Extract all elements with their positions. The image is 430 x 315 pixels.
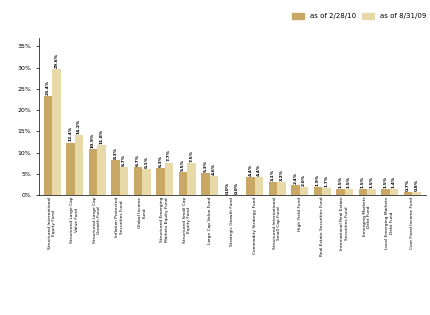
Bar	[277, 182, 286, 195]
Text: 0.0%: 0.0%	[234, 182, 239, 194]
Bar	[412, 192, 421, 195]
Bar	[210, 176, 218, 195]
Bar	[345, 189, 353, 195]
Bar	[322, 188, 331, 195]
Bar	[178, 172, 187, 195]
Text: 1.5%: 1.5%	[369, 176, 374, 188]
Text: 23.4%: 23.4%	[46, 79, 50, 94]
Text: 5.5%: 5.5%	[181, 159, 185, 171]
Bar	[89, 149, 97, 195]
Bar	[246, 177, 255, 195]
Bar	[367, 189, 376, 195]
Text: 6.3%: 6.3%	[158, 155, 163, 167]
Bar	[201, 173, 210, 195]
Bar	[300, 187, 308, 195]
Bar	[390, 189, 398, 195]
Bar	[313, 187, 322, 195]
Text: 14.2%: 14.2%	[77, 118, 81, 134]
Text: 6.7%: 6.7%	[122, 154, 126, 166]
Text: 6.1%: 6.1%	[144, 156, 148, 168]
Text: 4.4%: 4.4%	[257, 163, 261, 175]
Text: 1.7%: 1.7%	[325, 175, 329, 187]
Text: 3.2%: 3.2%	[280, 169, 283, 180]
Legend: as of 2/28/10, as of 8/31/09: as of 2/28/10, as of 8/31/09	[292, 13, 426, 19]
Text: 12.4%: 12.4%	[68, 126, 72, 141]
Bar	[165, 163, 173, 195]
Text: 2.0%: 2.0%	[302, 174, 306, 186]
Text: 7.7%: 7.7%	[167, 149, 171, 162]
Text: 5.3%: 5.3%	[203, 160, 207, 172]
Text: 4.6%: 4.6%	[212, 163, 216, 175]
Text: 8.3%: 8.3%	[114, 147, 117, 159]
Bar	[255, 177, 263, 195]
Bar	[111, 160, 120, 195]
Bar	[66, 142, 75, 195]
Text: 0.8%: 0.8%	[415, 179, 418, 191]
Text: 2.4%: 2.4%	[293, 172, 298, 184]
Bar	[134, 167, 142, 195]
Text: 6.7%: 6.7%	[136, 154, 140, 166]
Text: 1.5%: 1.5%	[384, 176, 387, 188]
Bar	[404, 192, 412, 195]
Bar	[142, 169, 151, 195]
Text: 1.5%: 1.5%	[347, 176, 351, 188]
Bar	[156, 169, 165, 195]
Text: 29.6%: 29.6%	[55, 53, 58, 68]
Text: 11.8%: 11.8%	[99, 129, 104, 144]
Bar	[336, 189, 345, 195]
Text: 1.4%: 1.4%	[392, 176, 396, 188]
Text: 1.5%: 1.5%	[338, 176, 342, 188]
Bar	[75, 135, 83, 195]
Text: 10.9%: 10.9%	[91, 133, 95, 148]
Bar	[97, 145, 106, 195]
Text: 4.4%: 4.4%	[249, 163, 252, 175]
Bar	[120, 167, 128, 195]
Text: 1.5%: 1.5%	[361, 176, 365, 188]
Text: 0.7%: 0.7%	[406, 179, 410, 191]
Bar	[359, 189, 367, 195]
Bar	[269, 182, 277, 195]
Bar	[52, 69, 61, 195]
Text: 7.5%: 7.5%	[190, 150, 194, 162]
Bar	[44, 96, 52, 195]
Bar	[187, 163, 196, 195]
Text: 0.0%: 0.0%	[226, 182, 230, 194]
Text: 3.1%: 3.1%	[271, 169, 275, 181]
Text: 1.9%: 1.9%	[316, 174, 320, 186]
Bar	[291, 185, 300, 195]
Bar	[381, 189, 390, 195]
